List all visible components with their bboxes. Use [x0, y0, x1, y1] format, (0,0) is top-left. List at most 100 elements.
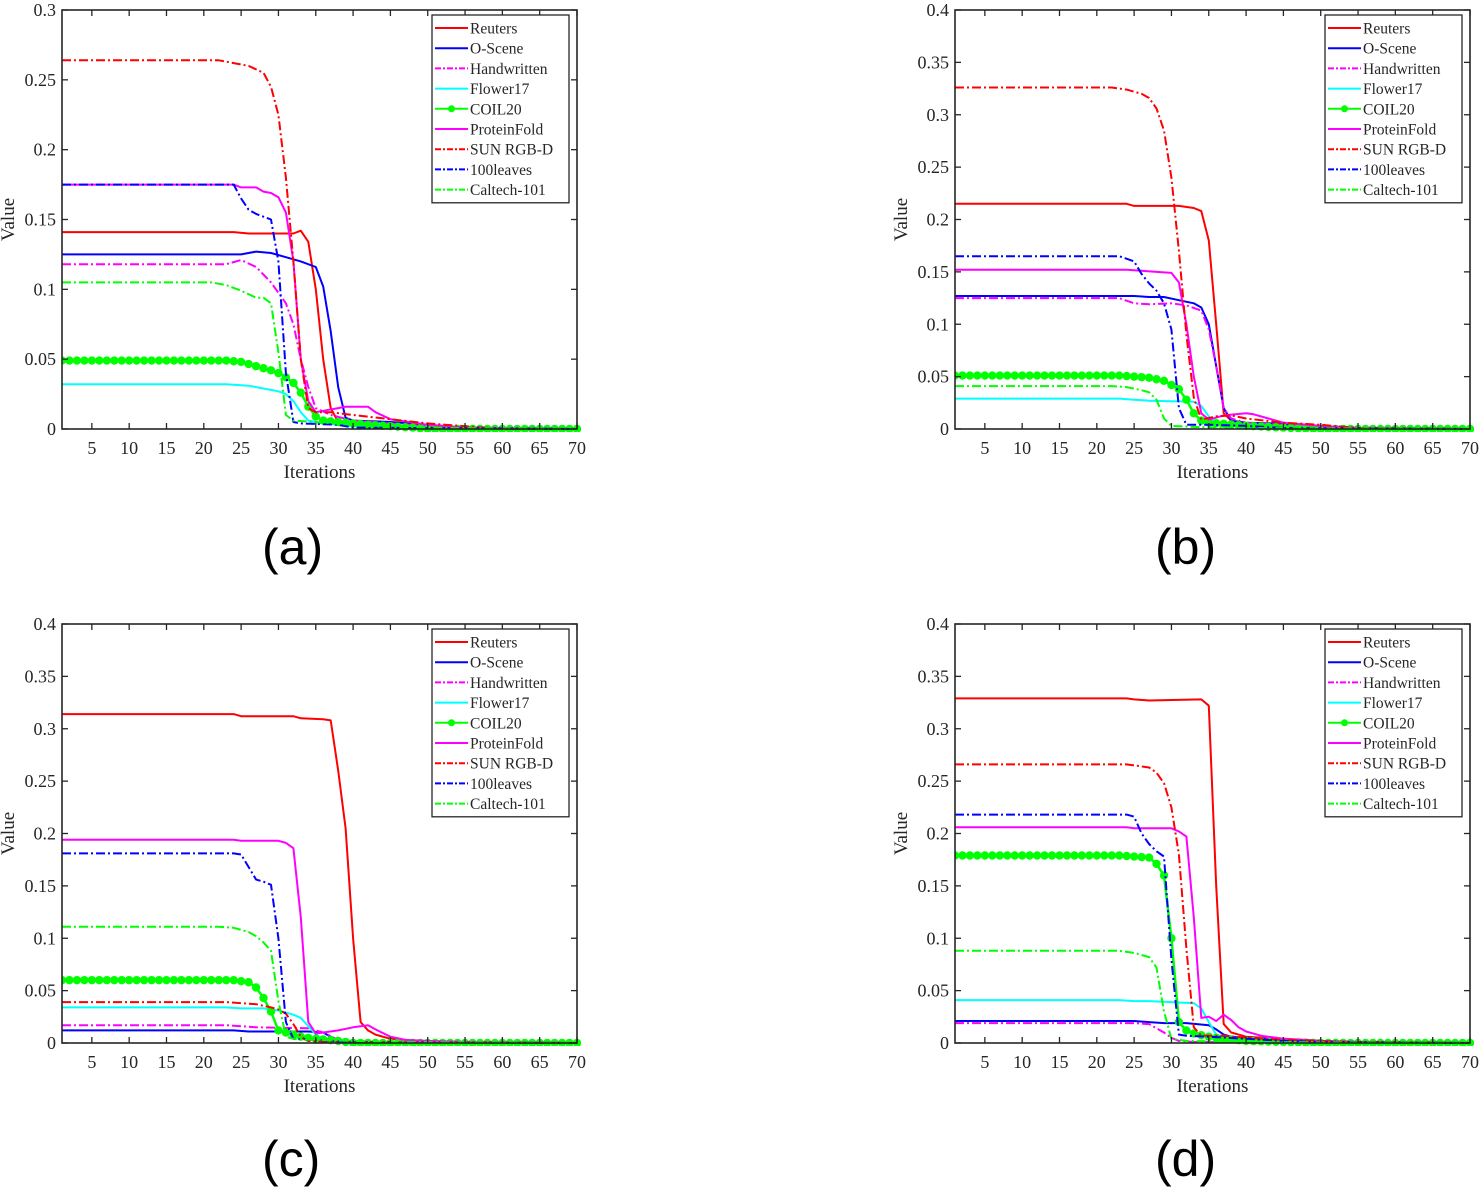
data-point-coil20 [214, 975, 223, 985]
data-point-coil20 [110, 356, 119, 365]
x-tick-label: 70 [1461, 1052, 1479, 1072]
legend-item: SUN RGB-D [435, 142, 553, 159]
x-tick-label: 50 [419, 438, 437, 458]
data-point-coil20 [1062, 851, 1072, 860]
x-tick-label: 25 [1125, 1052, 1143, 1072]
y-tick-label: 0.05 [25, 981, 57, 1001]
y-tick-label: 0.2 [927, 210, 950, 230]
data-point-coil20 [296, 388, 306, 397]
legend-item: Handwritten [1328, 61, 1441, 78]
legend-label: 100leaves [1363, 776, 1425, 793]
x-tick-label: 55 [1349, 438, 1367, 458]
data-point-coil20 [274, 1026, 283, 1035]
legend-label: ProteinFold [470, 736, 543, 753]
x-tick-label: 10 [120, 438, 138, 458]
legend-item: Flower17 [435, 81, 530, 98]
legend-label: COIL20 [470, 715, 522, 732]
y-tick-label: 0.3 [34, 719, 57, 739]
data-point-coil20 [289, 378, 298, 388]
data-point-coil20 [124, 975, 134, 985]
data-point-coil20 [236, 357, 246, 367]
data-point-coil20 [1047, 371, 1057, 380]
y-tick-label: 0.25 [25, 771, 57, 791]
data-point-coil20 [1085, 371, 1094, 380]
y-tick-label: 0.3 [34, 0, 57, 20]
data-point-coil20 [87, 975, 97, 985]
x-tick-label: 35 [1200, 438, 1218, 458]
y-tick-label: 0.15 [25, 876, 57, 896]
x-tick-label: 40 [1237, 1052, 1255, 1072]
legend: Reuters O-Scene Handwritten Flower17 COIL20 P… [1324, 14, 1463, 204]
data-point-coil20 [102, 356, 111, 365]
data-point-coil20 [95, 975, 104, 985]
series-line-handwritten [955, 1022, 1471, 1044]
data-point-coil20 [207, 356, 216, 365]
data-point-coil20 [259, 364, 268, 373]
legend-label: Handwritten [470, 61, 548, 78]
data-point-coil20 [995, 851, 1004, 860]
x-tick-label: 45 [1274, 1052, 1292, 1072]
legend: Reuters O-Scene Handwritten Flower17 COIL20 P… [431, 628, 570, 818]
data-point-coil20 [154, 356, 164, 365]
legend-label: COIL20 [1363, 715, 1415, 732]
legend-item: COIL20 [1328, 715, 1415, 732]
series-line-sun-rgb-d [62, 1001, 578, 1044]
series-group [955, 697, 1474, 1046]
y-tick-label: 0.1 [927, 928, 950, 948]
x-tick-label: 40 [1237, 438, 1255, 458]
data-point-coil20 [1055, 371, 1064, 380]
x-tick-label: 40 [344, 1052, 362, 1072]
x-axis-label: Iterations [284, 462, 356, 483]
data-point-coil20 [980, 851, 990, 860]
data-point-coil20 [1077, 371, 1087, 380]
data-point-coil20 [80, 356, 89, 365]
x-axis-label: Iterations [1177, 1076, 1249, 1097]
data-point-coil20 [965, 371, 975, 380]
data-point-coil20 [1107, 851, 1116, 860]
y-tick-label: 0.3 [927, 105, 950, 125]
x-tick-label: 70 [568, 1052, 586, 1072]
data-point-coil20 [244, 359, 253, 369]
x-tick-label: 55 [456, 438, 474, 458]
data-point-coil20 [1055, 851, 1064, 860]
legend-label: Flower17 [1363, 695, 1423, 712]
x-tick-label: 25 [232, 1052, 250, 1072]
series-group [62, 713, 581, 1046]
x-tick-label: 25 [1125, 438, 1143, 458]
data-point-coil20 [958, 371, 967, 380]
legend-item: Reuters [1328, 21, 1410, 38]
legend-label: SUN RGB-D [1363, 756, 1446, 773]
data-point-coil20 [1062, 371, 1072, 380]
y-tick-label: 0.35 [918, 52, 950, 72]
series-line-handwritten [62, 259, 578, 430]
series-group [955, 86, 1474, 432]
legend-item: 100leaves [435, 776, 532, 793]
caption-d: (d) [1155, 1131, 1217, 1187]
data-point-coil20 [184, 356, 194, 365]
legend-item: 100leaves [1328, 776, 1425, 793]
data-point-coil20 [222, 975, 231, 985]
legend-item: Caltech-101 [435, 796, 546, 813]
legend-label: Flower17 [470, 695, 530, 712]
x-tick-label: 45 [381, 1052, 399, 1072]
x-tick-label: 20 [1088, 438, 1106, 458]
data-point-coil20 [1070, 851, 1079, 860]
y-tick-label: 0.4 [927, 0, 950, 20]
data-point-coil20 [184, 975, 194, 985]
data-point-coil20 [1159, 871, 1169, 880]
data-point-coil20 [251, 361, 261, 371]
legend-label: O-Scene [470, 41, 523, 58]
data-point-coil20 [110, 975, 119, 985]
data-point-coil20 [207, 975, 216, 985]
legend-label: 100leaves [1363, 162, 1425, 179]
x-tick-label: 30 [1162, 438, 1180, 458]
legend-item: Handwritten [1328, 675, 1441, 692]
series-line-caltech-101 [955, 949, 1471, 1044]
legend-label: COIL20 [470, 101, 522, 118]
y-axis-label: Value [0, 812, 19, 855]
y-tick-label: 0 [940, 1033, 949, 1053]
data-point-coil20 [1025, 371, 1034, 380]
data-point-coil20 [1122, 371, 1131, 381]
x-tick-label: 50 [1312, 1052, 1330, 1072]
x-tick-label: 15 [1050, 438, 1068, 458]
